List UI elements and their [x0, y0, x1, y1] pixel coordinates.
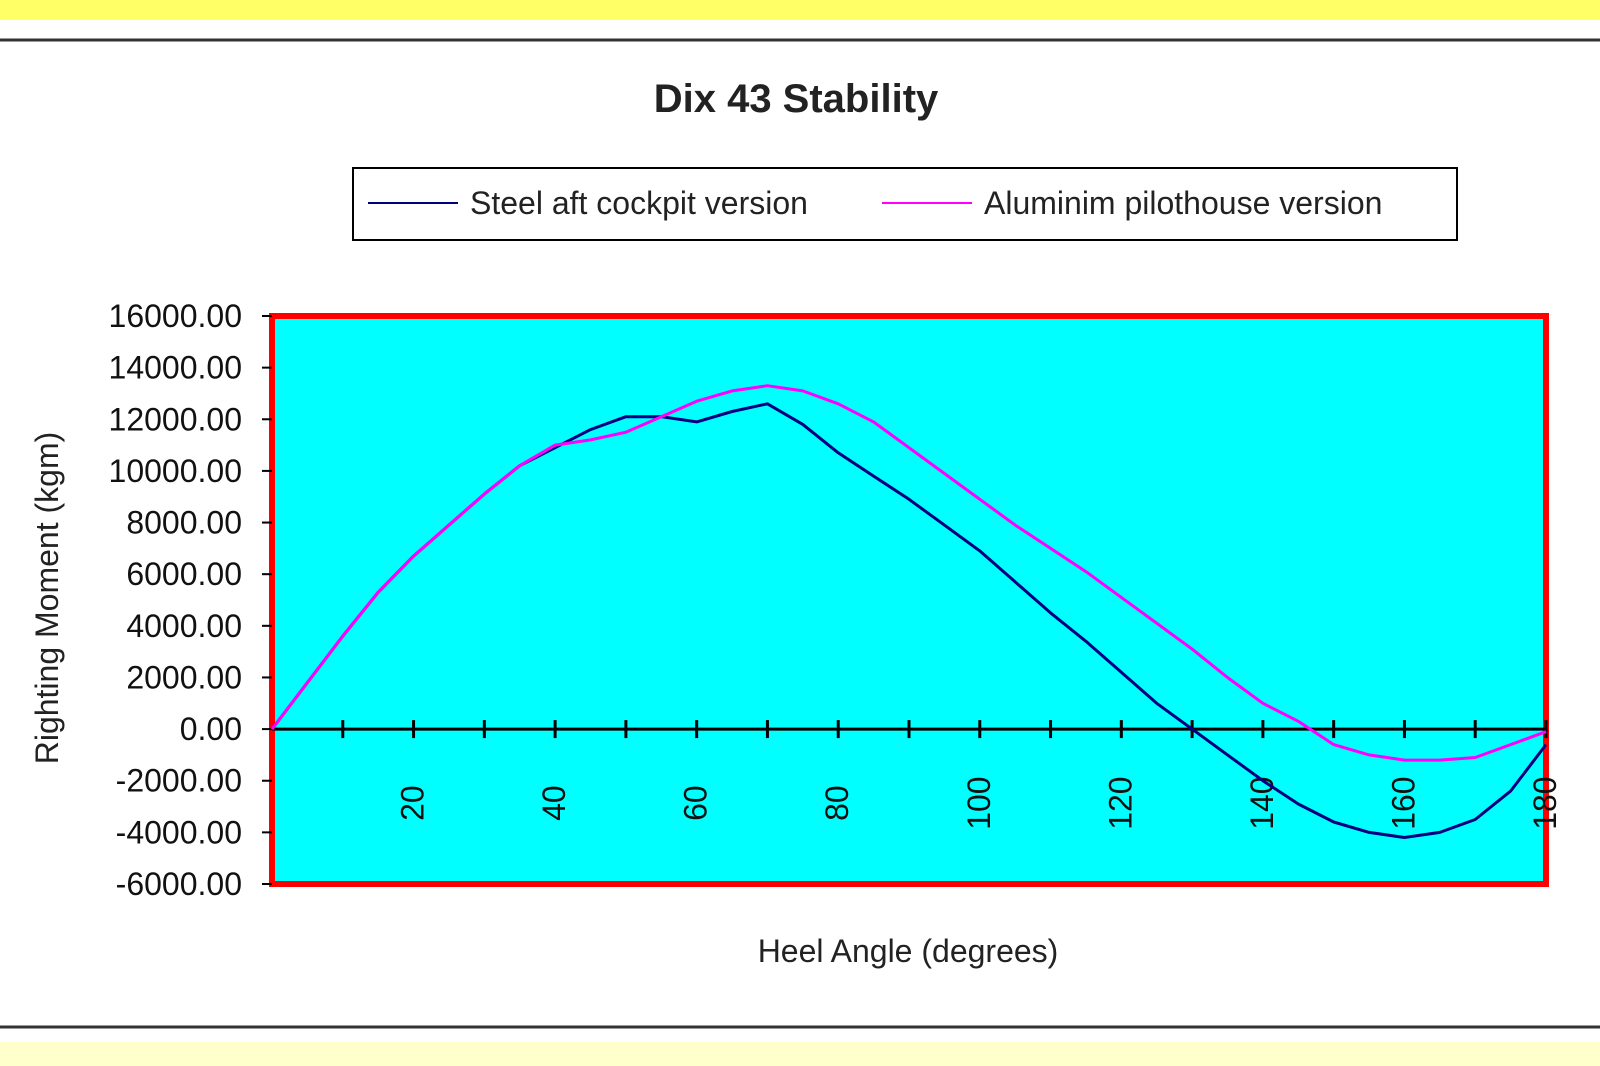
y-tick-label: 12000.00 [109, 401, 242, 437]
y-tick-label: 16000.00 [109, 298, 242, 334]
x-axis: 20 40 60 80 100 120 140 160 180 [272, 720, 1563, 830]
x-tick-label: 80 [819, 785, 855, 821]
y-tick-label: -6000.00 [116, 866, 242, 902]
series-line-aluminium [270, 384, 1547, 762]
y-tick-label: 8000.00 [126, 505, 242, 541]
y-tick-label: 10000.00 [109, 453, 242, 489]
x-tick-label: 160 [1385, 776, 1421, 829]
y-tick-label: 14000.00 [109, 350, 242, 386]
top-band [0, 0, 1600, 20]
bottom-band [0, 1042, 1600, 1066]
y-tick-label: 0.00 [180, 711, 242, 747]
y-axis-title: Righting Moment (kgm) [29, 432, 65, 765]
x-tick-label: 180 [1527, 776, 1563, 829]
y-tick-label: -2000.00 [116, 763, 242, 799]
legend: Steel aft cockpit version Aluminim pilot… [352, 167, 1458, 241]
plot-area [269, 313, 1549, 887]
y-tick-label: 2000.00 [126, 659, 242, 695]
series-group [270, 384, 1548, 839]
y-tick-label: -4000.00 [116, 814, 242, 850]
x-tick-label: 140 [1244, 776, 1280, 829]
x-tick-label: 20 [395, 785, 431, 821]
chart-title: Dix 43 Stability [654, 77, 939, 121]
x-tick-label: 40 [536, 785, 572, 821]
x-tick-label: 100 [961, 776, 997, 829]
x-tick-label: 120 [1102, 776, 1138, 829]
x-axis-title: Heel Angle (degrees) [758, 933, 1059, 969]
y-tick-label: 4000.00 [126, 608, 242, 644]
x-tick-label: 60 [678, 785, 714, 821]
y-axis: 16000.00 14000.00 12000.00 10000.00 8000.00 6… [109, 298, 272, 902]
legend-label-aluminium: Aluminim pilothouse version [984, 185, 1382, 221]
legend-label-steel: Steel aft cockpit version [470, 185, 808, 221]
y-tick-label: 6000.00 [126, 556, 242, 592]
